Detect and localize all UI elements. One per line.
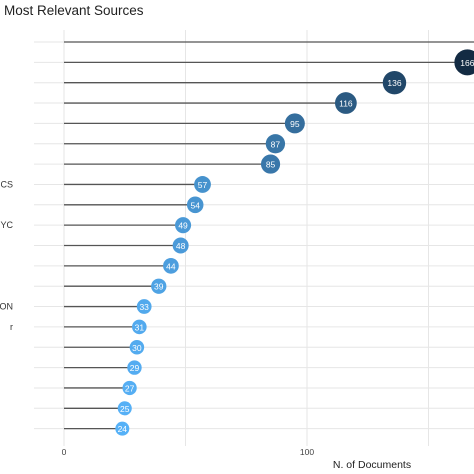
data-label: 31 [135, 322, 145, 332]
lollipop-dot [132, 319, 147, 335]
lollipop-dot [127, 360, 142, 375]
data-label: 39 [154, 282, 164, 292]
lollipop-dot [284, 113, 305, 134]
stem-layer [64, 41, 474, 430]
category-label: CS [0, 179, 13, 189]
category-label: r [10, 322, 13, 332]
category-label: YC [0, 220, 13, 230]
data-label: 33 [139, 302, 149, 312]
lollipop-dot [151, 278, 167, 294]
data-label: 48 [176, 241, 186, 251]
lollipop-dot [117, 401, 132, 416]
data-label: 166 [460, 58, 474, 68]
data-label: 57 [198, 180, 208, 190]
data-label: 44 [166, 261, 176, 271]
data-label: 30 [132, 343, 142, 353]
x-tick-label: 0 [62, 447, 67, 457]
x-axis-title: N. of Documents [333, 459, 411, 471]
category-label: ATION [0, 302, 13, 312]
lollipop-dot [382, 70, 407, 95]
data-label: 95 [290, 119, 300, 129]
lollipop-dot [454, 49, 474, 76]
data-label: 54 [190, 200, 200, 210]
lollipop-dot [136, 299, 152, 314]
lollipop-dot [334, 92, 357, 114]
chart-title: Most Relevant Sources [4, 3, 144, 18]
lollipop-dot [122, 380, 137, 396]
lollipop-dot [175, 217, 192, 234]
grid-layer [34, 30, 474, 446]
data-label: 87 [271, 139, 281, 149]
data-label: 29 [130, 363, 140, 373]
data-label: 85 [266, 160, 276, 170]
lollipop-dot [172, 237, 189, 254]
lollipop-dot [260, 154, 281, 174]
lollipop-dot [186, 196, 204, 214]
data-label: 25 [120, 404, 130, 414]
lollipop-dot [265, 134, 286, 154]
data-label: 116 [339, 99, 353, 109]
lollipop-dot [194, 176, 211, 193]
dot-layer [115, 49, 474, 436]
data-label: 49 [178, 221, 188, 231]
lollipop-dot [129, 339, 145, 355]
data-label: 27 [125, 383, 135, 393]
x-tick-label: 100 [300, 447, 314, 457]
data-label: 24 [118, 424, 128, 434]
data-label: 136 [387, 78, 401, 88]
lollipop-dot [163, 258, 179, 274]
lollipop-dot [115, 421, 130, 436]
